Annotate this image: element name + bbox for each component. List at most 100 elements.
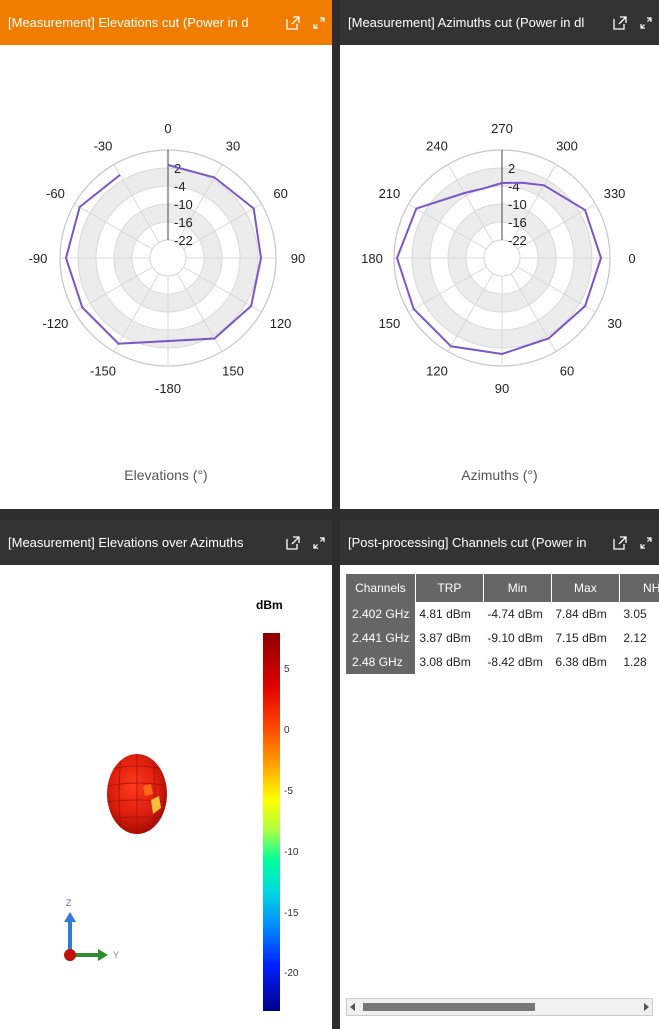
elev-over-az-panel: [Measurement] Elevations over Azimuths [0, 520, 332, 1029]
polar-angle-label: 60 [560, 364, 574, 379]
azimuths-axis-label: Azimuths (°) [461, 467, 538, 483]
axis-y-label: Y [113, 950, 119, 960]
polar-angle-label: 300 [556, 138, 578, 153]
table-cell: 7.84 dBm [555, 607, 607, 621]
axis-z-label: Z [66, 898, 72, 908]
column-header[interactable]: Channels [346, 574, 416, 602]
colorbar-tick-label: 0 [284, 724, 290, 736]
maximize-icon[interactable] [306, 520, 332, 565]
polar-trace [395, 181, 603, 356]
column-header[interactable]: Min [483, 574, 552, 602]
table-cell: 7.15 dBm [555, 631, 607, 645]
channels-panel: [Post-processing] Channels cut (Power in… [340, 520, 659, 1029]
table-cell: 3.87 dBm [419, 631, 471, 645]
colorbar-unit: dBm [256, 598, 283, 612]
table-cell: -9.10 dBm [487, 631, 543, 645]
scroll-left-icon[interactable] [350, 1003, 355, 1011]
polar-angle-label: -150 [90, 364, 116, 379]
polar-angle-label: 90 [291, 251, 305, 266]
scroll-thumb[interactable] [363, 1003, 535, 1011]
table-cell: 2.12 [623, 631, 647, 645]
elevations-title: [Measurement] Elevations cut (Power in d [8, 15, 249, 30]
azimuths-title: [Measurement] Azimuths cut (Power in dl [348, 15, 585, 30]
polar-angle-label: -60 [46, 186, 65, 201]
polar-radial-label: -4 [174, 179, 186, 194]
polar-spoke [74, 203, 153, 250]
polar-angle-label: 120 [426, 364, 448, 379]
polar-spoke [113, 164, 160, 243]
popout-icon[interactable] [280, 0, 306, 45]
table-cell: -8.42 dBm [487, 655, 543, 669]
polar-radial-label: -16 [174, 215, 193, 230]
column-header[interactable]: TRP [415, 574, 484, 602]
polar-angle-label: -180 [155, 381, 181, 396]
polar-spoke [510, 164, 557, 243]
polar-angle-label: -90 [29, 251, 48, 266]
maximize-icon[interactable] [633, 520, 659, 565]
table-row[interactable]: 2.48 GHz 3.08 dBm -8.42 dBm 6.38 dBm 1.28 [346, 650, 659, 674]
table-cell: -4.74 dBm [487, 607, 543, 621]
polar-spoke [183, 203, 262, 250]
polar-spoke [408, 266, 487, 313]
colorbar-tick-label: -10 [284, 846, 299, 858]
polar-angle-label: 30 [226, 138, 240, 153]
polar-angle-label: 150 [222, 364, 244, 379]
table-row[interactable]: 2.402 GHz 4.81 dBm -4.74 dBm 7.84 dBm 3.05 [346, 602, 659, 626]
elev-over-az-title: [Measurement] Elevations over Azimuths [8, 535, 244, 550]
polar-radial-label: -10 [508, 197, 527, 212]
table-cell: 3.05 [623, 607, 647, 621]
elevations-titlebar[interactable]: [Measurement] Elevations cut (Power in d [0, 0, 332, 45]
colorbar-tick-label: -20 [284, 968, 299, 980]
table-cell: 4.81 dBm [419, 607, 471, 621]
azimuths-titlebar[interactable]: [Measurement] Azimuths cut (Power in dl [340, 0, 659, 45]
polar-radial-label: -22 [508, 233, 527, 248]
polar-angle-label: 330 [604, 186, 626, 201]
column-header[interactable]: Max [551, 574, 620, 602]
polar-spoke [517, 203, 596, 250]
polar-angle-label: 30 [607, 316, 621, 331]
popout-icon[interactable] [280, 520, 306, 565]
polar-spoke [74, 266, 153, 313]
polar-angle-label: 240 [426, 138, 448, 153]
polar-radial-label: -16 [508, 215, 527, 230]
row-header-cell: 2.402 GHz [346, 602, 416, 626]
scroll-right-icon[interactable] [644, 1003, 649, 1011]
popout-icon[interactable] [607, 520, 633, 565]
elevations-axis-label: Elevations (°) [124, 467, 208, 483]
azimuths-polar-chart: 2 -4 -10 -16 -22 270 300 330 0 30 60 90 120 150 180 210… [361, 121, 635, 396]
table-row[interactable]: 2.441 GHz 3.87 dBm -9.10 dBm 7.15 dBm 2.12 [346, 626, 659, 650]
polar-angle-label: -30 [94, 138, 113, 153]
polar-spoke [517, 266, 596, 313]
horizontal-scrollbar[interactable] [346, 998, 653, 1016]
colorbar-tick-label: 5 [284, 663, 290, 675]
radiation-3d-view[interactable] [95, 750, 195, 850]
polar-angle-label: 180 [361, 251, 383, 266]
polar-angle-label: 120 [270, 316, 292, 331]
polar-spoke [113, 273, 160, 352]
table-cell: 6.38 dBm [555, 655, 607, 669]
polar-radial-label: 2 [508, 161, 515, 176]
channels-title: [Post-processing] Channels cut (Power in [348, 535, 587, 550]
elevations-polar-chart: 2-4-10-16-220306090120150-180-150-120-90… [29, 121, 306, 396]
polar-angle-label: 150 [379, 316, 401, 331]
polar-trace [64, 164, 263, 345]
polar-angle-label: 270 [491, 121, 513, 136]
popout-icon[interactable] [607, 0, 633, 45]
table-cell: 1.28 [623, 655, 647, 669]
polar-radial-label: -10 [174, 197, 193, 212]
colorbar-tick-label: -15 [284, 907, 299, 919]
polar-spoke [447, 164, 494, 243]
table-cell: 3.08 dBm [419, 655, 471, 669]
maximize-icon[interactable] [633, 0, 659, 45]
elev-over-az-titlebar[interactable]: [Measurement] Elevations over Azimuths [0, 520, 332, 565]
maximize-icon[interactable] [306, 0, 332, 45]
polar-spoke [408, 203, 487, 250]
colorbar [263, 633, 280, 1011]
polar-radial-label: -4 [508, 179, 520, 194]
polar-spoke [447, 273, 494, 352]
channels-titlebar[interactable]: [Post-processing] Channels cut (Power in [340, 520, 659, 565]
polar-angle-label: 90 [495, 381, 509, 396]
column-header[interactable]: NHI [619, 574, 659, 602]
